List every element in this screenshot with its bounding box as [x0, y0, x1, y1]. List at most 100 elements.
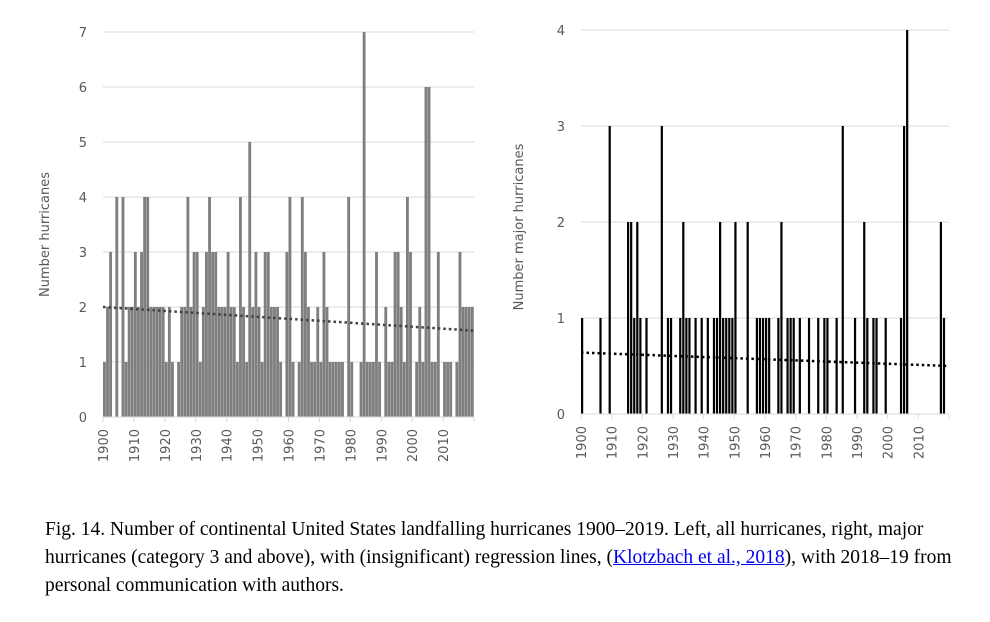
bar [341, 362, 344, 417]
bar [223, 307, 227, 417]
bar [161, 307, 165, 417]
x-tick-label: 1910 [606, 426, 621, 459]
bar [669, 318, 673, 414]
regression-trendline [102, 305, 475, 332]
bar [715, 318, 719, 414]
bar [390, 362, 394, 417]
x-tick-label: 1950 [252, 429, 267, 462]
bar [798, 318, 801, 414]
bar [189, 307, 193, 417]
bar [786, 318, 789, 414]
bar [660, 126, 663, 414]
x-tick-label: 1920 [159, 429, 174, 462]
bar [645, 318, 648, 414]
charts-figure: 0 1 2 3 4 5 6 7 1900 1910 1920 1930 1940 1950 1960 1970… [38, 24, 950, 462]
x-tick-label: 1930 [190, 429, 205, 462]
bar [303, 252, 307, 417]
bar [835, 318, 838, 414]
regression-trendline [580, 351, 950, 368]
bar [461, 307, 465, 417]
bar [688, 318, 691, 414]
bar [765, 318, 768, 414]
x-tick-label: 1960 [283, 429, 298, 462]
bar [402, 362, 406, 417]
chart-all-hurricanes: 0 1 2 3 4 5 6 7 1900 1910 1920 1930 1940 1950 1960 1970… [38, 26, 475, 462]
bar [415, 362, 419, 417]
x-tick-label: 1900 [575, 426, 590, 459]
bar [405, 197, 409, 417]
x-tick-label: 1990 [375, 429, 390, 462]
bar [387, 362, 391, 417]
bar [682, 222, 685, 414]
y-axis-title: Number hurricanes [38, 172, 53, 297]
bar [288, 197, 292, 417]
bar [211, 252, 215, 417]
bar [722, 318, 725, 414]
bar [337, 362, 341, 417]
bar [685, 318, 688, 414]
bar [217, 307, 221, 417]
x-tick-label: 1950 [728, 426, 743, 459]
bar [939, 222, 943, 414]
bar [263, 252, 267, 417]
bar [368, 362, 372, 417]
bar [807, 318, 811, 414]
bar [734, 222, 737, 414]
bar [817, 318, 820, 414]
bar [133, 252, 137, 417]
bar [180, 307, 184, 417]
bar [115, 197, 119, 417]
bar [872, 318, 875, 414]
citation-link[interactable]: Klotzbach et al., 2018 [613, 547, 785, 568]
bar [608, 126, 611, 414]
bar [279, 362, 283, 417]
bar [719, 222, 722, 414]
bar [158, 307, 162, 417]
bar [167, 307, 171, 417]
bar [792, 318, 795, 414]
bar [433, 362, 437, 417]
bar [679, 318, 682, 414]
caption-text-2: ), with 2018–19 from personal communicat… [45, 547, 952, 596]
bar [334, 362, 338, 417]
bar [328, 362, 332, 417]
bar [761, 318, 765, 414]
x-tick-label: 1900 [97, 429, 112, 462]
bar [137, 307, 140, 417]
y-tick-label: 0 [557, 408, 565, 423]
bar [130, 307, 134, 417]
bar [127, 307, 131, 417]
x-tick-label: 1940 [698, 426, 713, 459]
bar [581, 318, 584, 414]
bar [307, 307, 310, 417]
y-tick-label: 3 [557, 120, 565, 135]
bar [124, 362, 128, 417]
bar [378, 362, 382, 417]
x-tick-label: 1940 [221, 429, 236, 462]
y-tick-label: 2 [79, 301, 87, 316]
y-axis-title: Number major hurricanes [512, 143, 527, 310]
bar [140, 252, 143, 417]
chart-major-hurricanes: 0 1 2 3 4 1900 1910 1920 1930 1940 1950 1960 1970 198… [512, 24, 950, 459]
bar [260, 362, 264, 417]
bar [777, 318, 780, 414]
bar [297, 362, 301, 417]
bar [393, 252, 397, 417]
bar [232, 307, 236, 417]
bar [875, 318, 878, 414]
bar [291, 362, 295, 417]
bar [746, 222, 749, 414]
bar [322, 252, 326, 417]
bar [866, 318, 869, 414]
y-tick-label: 4 [557, 24, 565, 39]
x-tick-label: 1960 [759, 426, 774, 459]
bar [331, 362, 335, 417]
y-tick-label: 7 [79, 26, 87, 41]
x-tick-label: 2000 [406, 429, 421, 462]
bar [205, 252, 208, 417]
bar [103, 362, 106, 417]
bar [146, 197, 150, 417]
bar [630, 222, 633, 414]
bar [666, 318, 670, 414]
caption-text-1: Fig. 14. Number of continental United St… [45, 519, 924, 568]
